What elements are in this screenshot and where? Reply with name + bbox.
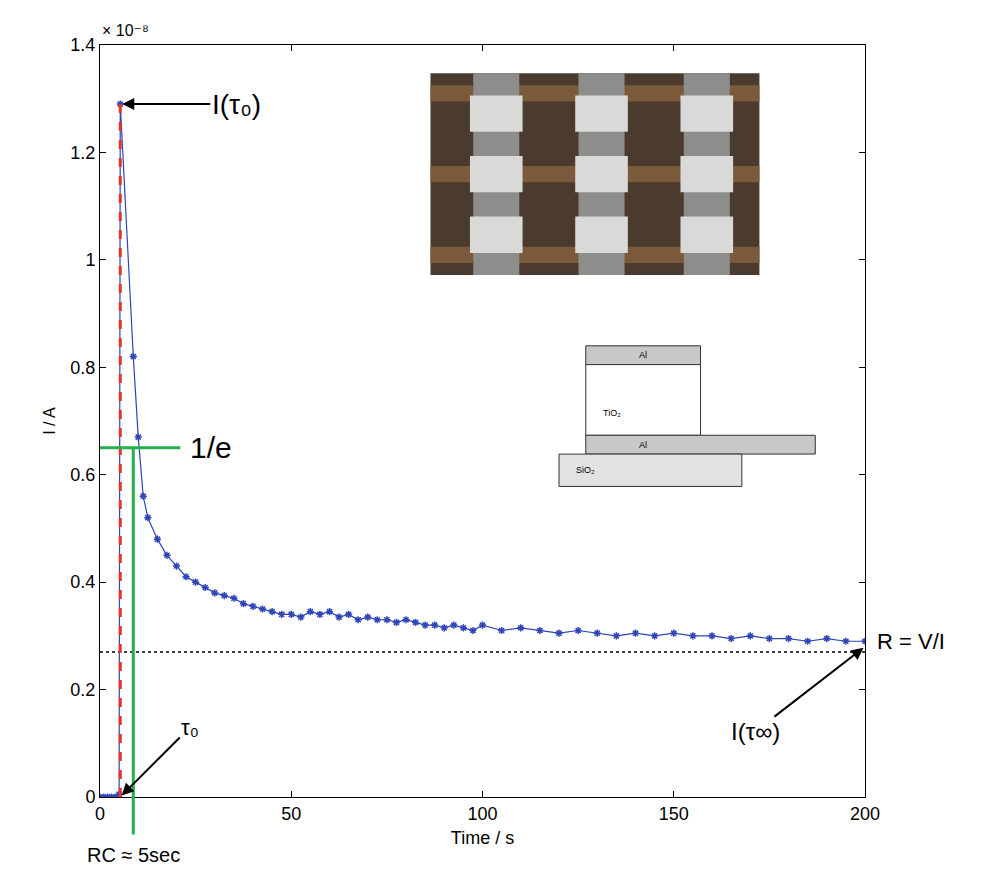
svg-text:100: 100 bbox=[467, 804, 497, 824]
svg-text:I / A: I / A bbox=[41, 407, 58, 435]
svg-text:I(τ∞): I(τ∞) bbox=[731, 718, 780, 745]
svg-text:SiO₂: SiO₂ bbox=[576, 465, 595, 475]
svg-text:I(τ₀): I(τ₀) bbox=[212, 89, 261, 120]
svg-text:0.4: 0.4 bbox=[70, 572, 95, 592]
svg-text:0.8: 0.8 bbox=[70, 358, 95, 378]
svg-text:0: 0 bbox=[85, 787, 95, 807]
svg-text:× 10⁻⁸: × 10⁻⁸ bbox=[102, 22, 149, 39]
svg-text:0.6: 0.6 bbox=[70, 465, 95, 485]
svg-text:1: 1 bbox=[85, 250, 95, 270]
svg-text:Al: Al bbox=[639, 350, 647, 360]
svg-text:Time / s: Time / s bbox=[451, 828, 514, 848]
svg-text:RC ≈ 5sec: RC ≈ 5sec bbox=[87, 844, 180, 866]
svg-text:1.2: 1.2 bbox=[70, 143, 95, 163]
svg-text:Al: Al bbox=[639, 440, 647, 450]
svg-text:50: 50 bbox=[281, 804, 301, 824]
svg-text:1/e: 1/e bbox=[190, 431, 232, 464]
svg-text:150: 150 bbox=[659, 804, 689, 824]
svg-text:200: 200 bbox=[850, 804, 880, 824]
svg-text:τ₀: τ₀ bbox=[181, 715, 199, 740]
svg-text:1.4: 1.4 bbox=[70, 35, 95, 55]
svg-text:0: 0 bbox=[95, 804, 105, 824]
svg-text:0.2: 0.2 bbox=[70, 680, 95, 700]
svg-text:TiO₂: TiO₂ bbox=[603, 408, 621, 418]
svg-text:R = V/I: R = V/I bbox=[877, 629, 945, 654]
